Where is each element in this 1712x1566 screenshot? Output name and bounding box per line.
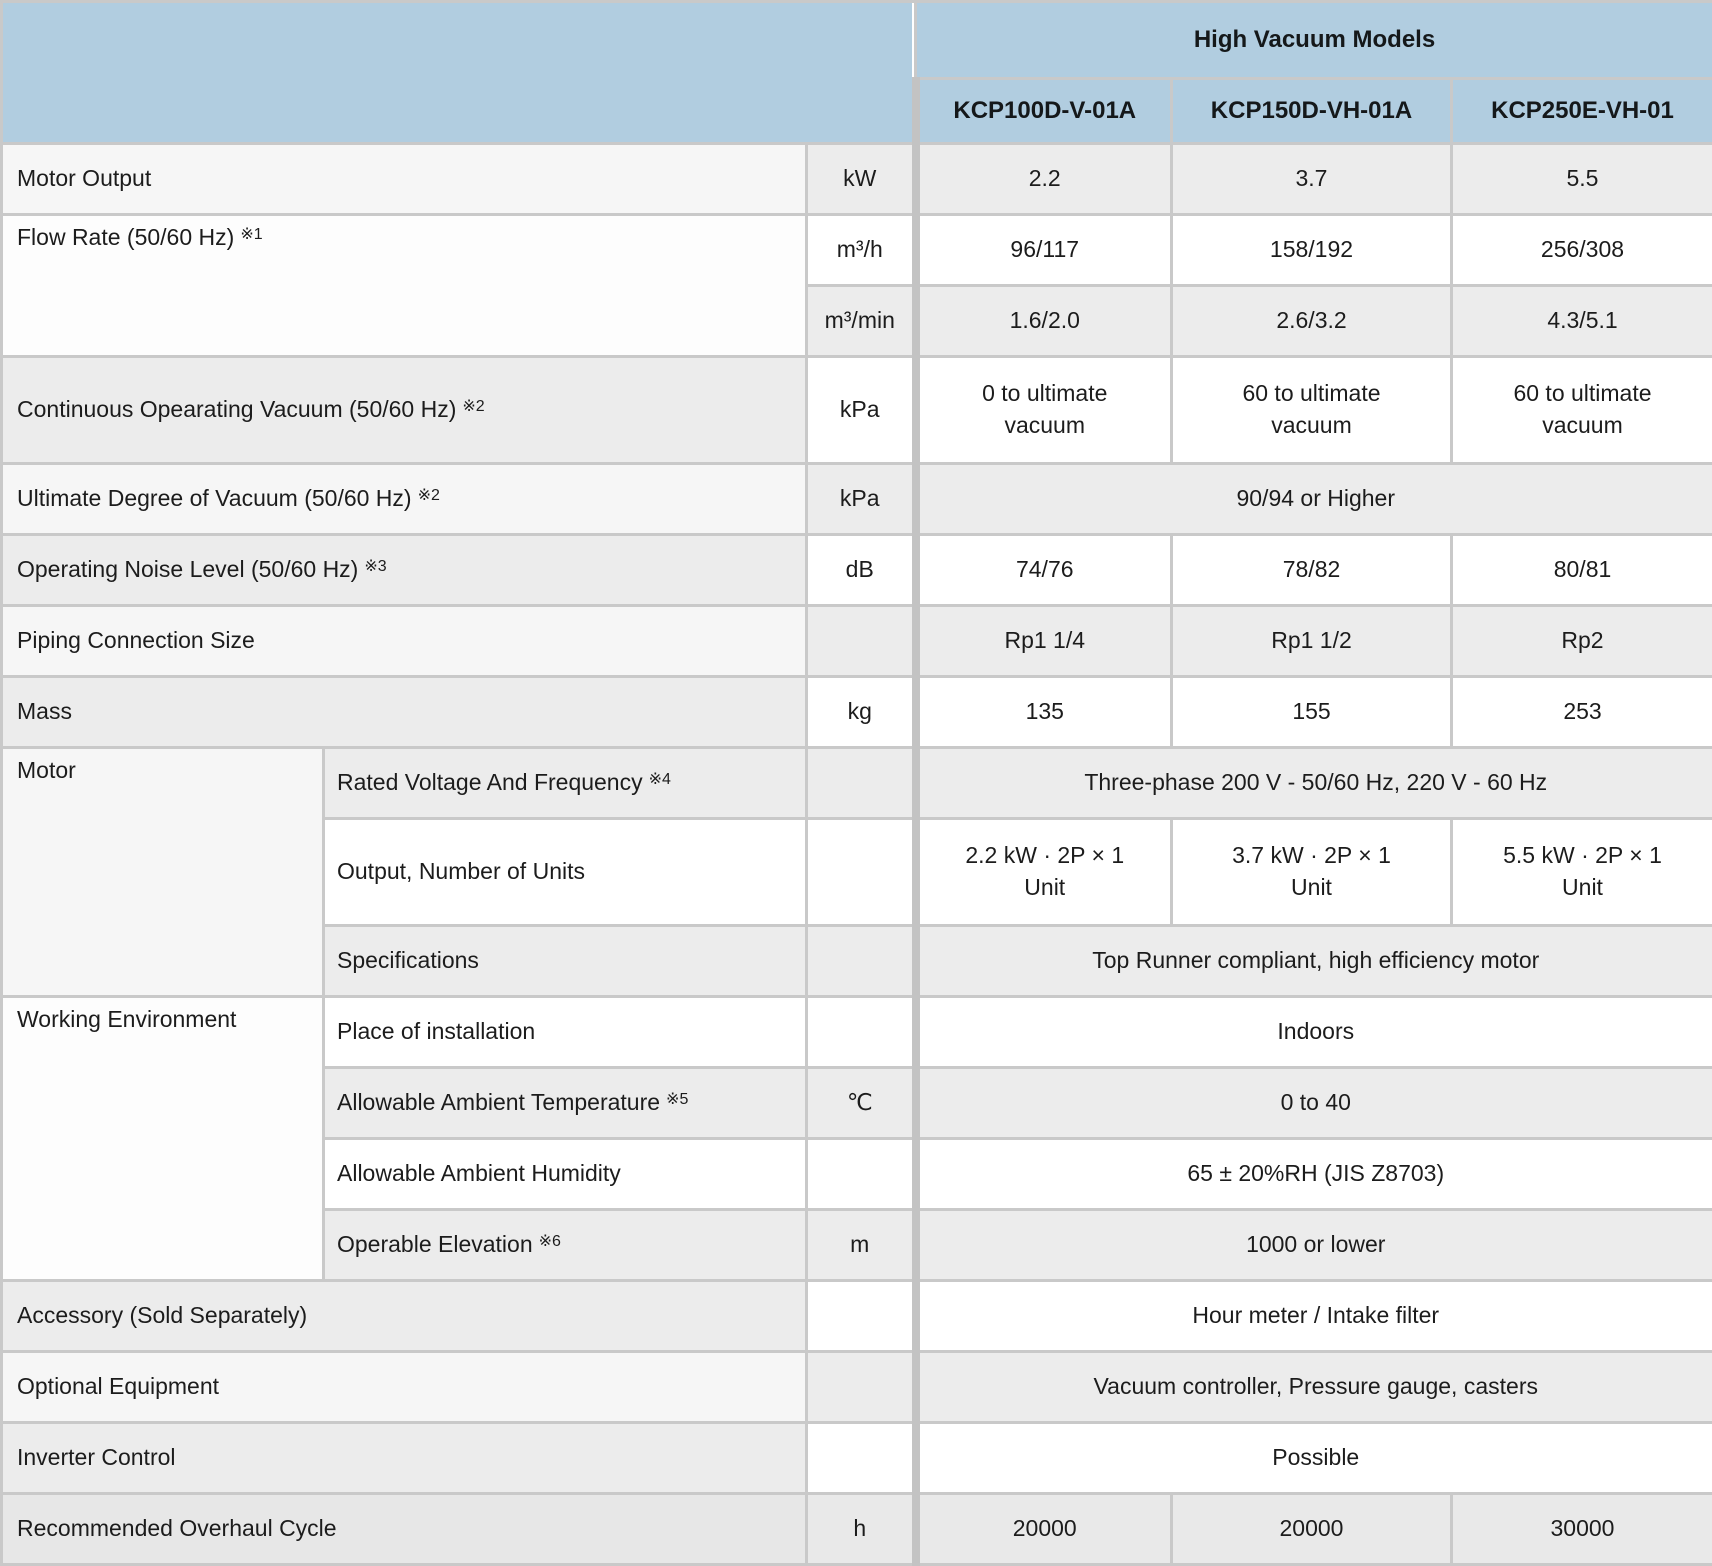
value-continuous-2: 60 to ultimate vacuum: [1172, 357, 1452, 464]
value-elevation: 1000 or lower: [916, 1210, 1712, 1281]
note-1: ※1: [240, 226, 262, 243]
value-motor-output-1: 2.2: [916, 144, 1172, 215]
corner-blank: [2, 2, 916, 144]
value-optional: Vacuum controller, Pressure gauge, caste…: [916, 1352, 1712, 1423]
value-motor-output-2: 3.7: [1172, 144, 1452, 215]
unit-specifications-empty: [807, 926, 916, 997]
value-accessory: Hour meter / Intake filter: [916, 1281, 1712, 1352]
value-output-units-2: 3.7 kW · 2P × 1 Unit: [1172, 819, 1452, 926]
sub-label-place: Place of installation: [324, 997, 807, 1068]
sub-label-specifications: Specifications: [324, 926, 807, 997]
unit-place-empty: [807, 997, 916, 1068]
group-label-working-environment: Working Environment: [2, 997, 324, 1281]
unit-continuous-vacuum: kPa: [807, 357, 916, 464]
unit-rated-voltage-empty: [807, 748, 916, 819]
sub-label-humidity: Allowable Ambient Humidity: [324, 1139, 807, 1210]
row-label-optional: Optional Equipment: [2, 1352, 807, 1423]
value-mass-3: 253: [1452, 677, 1712, 748]
row-label-mass: Mass: [2, 677, 807, 748]
unit-mass: kg: [807, 677, 916, 748]
value-specifications: Top Runner compliant, high efficiency mo…: [916, 926, 1712, 997]
unit-ultimate-vacuum: kPa: [807, 464, 916, 535]
value-overhaul-2: 20000: [1172, 1494, 1452, 1565]
note-3: ※3: [364, 558, 386, 575]
value-ultimate-vacuum: 90/94 or Higher: [916, 464, 1712, 535]
row-label-ultimate-vacuum: Ultimate Degree of Vacuum (50/60 Hz)※2: [2, 464, 807, 535]
value-output-units-3: 5.5 kW · 2P × 1 Unit: [1452, 819, 1712, 926]
note-2: ※2: [462, 398, 484, 415]
row-label-accessory: Accessory (Sold Separately): [2, 1281, 807, 1352]
value-piping-3: Rp2: [1452, 606, 1712, 677]
unit-elevation: m: [807, 1210, 916, 1281]
value-flow-h-3: 256/308: [1452, 215, 1712, 286]
group-label-motor: Motor: [2, 748, 324, 997]
sub-label-rated-voltage: Rated Voltage And Frequency※4: [324, 748, 807, 819]
row-label-flow-rate: Flow Rate (50/60 Hz)※1: [2, 215, 807, 357]
unit-temperature: ℃: [807, 1068, 916, 1139]
unit-motor-output: kW: [807, 144, 916, 215]
model-header-1: KCP100D-V-01A: [916, 79, 1172, 144]
models-group-header: High Vacuum Models: [916, 2, 1712, 79]
unit-accessory-empty: [807, 1281, 916, 1352]
value-continuous-3: 60 to ultimate vacuum: [1452, 357, 1712, 464]
value-piping-1: Rp1 1/4: [916, 606, 1172, 677]
value-overhaul-1: 20000: [916, 1494, 1172, 1565]
value-flow-h-2: 158/192: [1172, 215, 1452, 286]
unit-flow-rate-h: m³/h: [807, 215, 916, 286]
row-label-motor-output: Motor Output: [2, 144, 807, 215]
row-label-overhaul: Recommended Overhaul Cycle: [2, 1494, 807, 1565]
value-temperature: 0 to 40: [916, 1068, 1712, 1139]
note-5: ※5: [666, 1091, 688, 1108]
unit-flow-rate-min: m³/min: [807, 286, 916, 357]
row-label-noise: Operating Noise Level (50/60 Hz)※3: [2, 535, 807, 606]
unit-piping-empty: [807, 606, 916, 677]
value-output-units-1: 2.2 kW · 2P × 1 Unit: [916, 819, 1172, 926]
unit-overhaul: h: [807, 1494, 916, 1565]
unit-output-units-empty: [807, 819, 916, 926]
value-mass-2: 155: [1172, 677, 1452, 748]
value-overhaul-3: 30000: [1452, 1494, 1712, 1565]
value-flow-min-2: 2.6/3.2: [1172, 286, 1452, 357]
unit-inverter-empty: [807, 1423, 916, 1494]
sub-label-temperature: Allowable Ambient Temperature※5: [324, 1068, 807, 1139]
sub-label-elevation: Operable Elevation※6: [324, 1210, 807, 1281]
row-label-inverter: Inverter Control: [2, 1423, 807, 1494]
value-noise-3: 80/81: [1452, 535, 1712, 606]
value-noise-2: 78/82: [1172, 535, 1452, 606]
value-continuous-1: 0 to ultimate vacuum: [916, 357, 1172, 464]
value-noise-1: 74/76: [916, 535, 1172, 606]
unit-humidity-empty: [807, 1139, 916, 1210]
unit-optional-empty: [807, 1352, 916, 1423]
note-2b: ※2: [418, 487, 440, 504]
value-rated-voltage: Three-phase 200 V - 50/60 Hz, 220 V - 60…: [916, 748, 1712, 819]
note-4: ※4: [649, 771, 671, 788]
value-inverter: Possible: [916, 1423, 1712, 1494]
value-motor-output-3: 5.5: [1452, 144, 1712, 215]
value-piping-2: Rp1 1/2: [1172, 606, 1452, 677]
value-place: Indoors: [916, 997, 1712, 1068]
unit-noise: dB: [807, 535, 916, 606]
value-mass-1: 135: [916, 677, 1172, 748]
model-header-3: KCP250E-VH-01: [1452, 79, 1712, 144]
value-humidity: 65 ± 20%RH (JIS Z8703): [916, 1139, 1712, 1210]
model-header-2: KCP150D-VH-01A: [1172, 79, 1452, 144]
value-flow-min-1: 1.6/2.0: [916, 286, 1172, 357]
value-flow-min-3: 4.3/5.1: [1452, 286, 1712, 357]
row-label-piping: Piping Connection Size: [2, 606, 807, 677]
sub-label-output-units: Output, Number of Units: [324, 819, 807, 926]
row-label-continuous-vacuum: Continuous Opearating Vacuum (50/60 Hz)※…: [2, 357, 807, 464]
note-6: ※6: [539, 1233, 561, 1250]
value-flow-h-1: 96/117: [916, 215, 1172, 286]
